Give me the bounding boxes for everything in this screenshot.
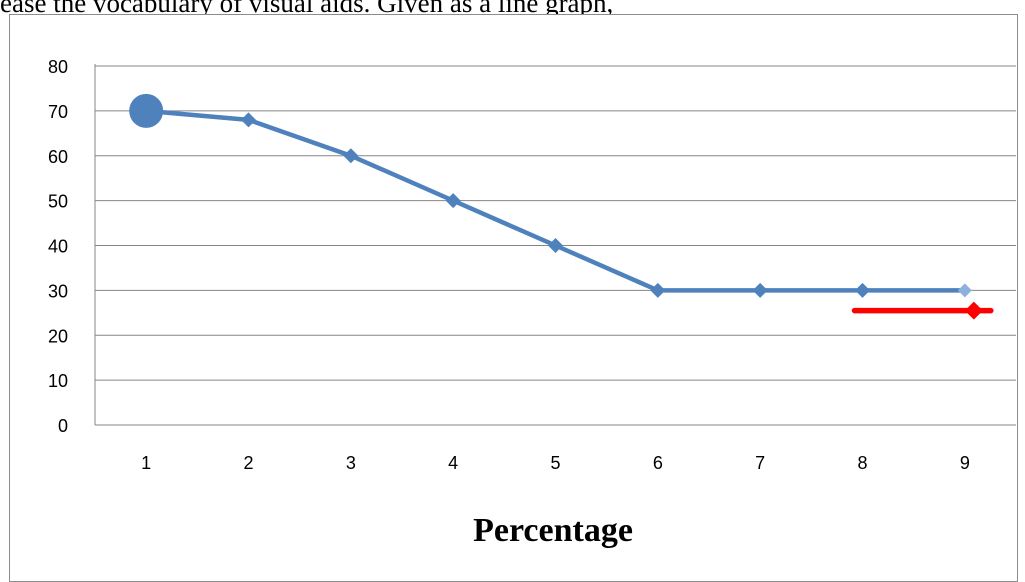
- y-tick-label: 60: [48, 147, 68, 167]
- x-tick-label: 1: [141, 453, 151, 473]
- data-point: [241, 112, 256, 128]
- y-tick-label: 70: [48, 102, 68, 122]
- y-tick-labels: 0 10 20 30 40 50 60 70 80: [48, 57, 68, 436]
- data-point: [650, 282, 666, 298]
- y-tick-label: 50: [48, 192, 68, 212]
- x-tick-label: 5: [550, 453, 560, 473]
- x-tick-label: 6: [653, 453, 663, 473]
- caption-text: ease the vocabulary of visual aids. Give…: [0, 0, 614, 18]
- x-tick-label: 3: [346, 453, 356, 473]
- y-tick-label: 20: [48, 326, 68, 346]
- data-point: [752, 282, 768, 298]
- data-point: [548, 238, 563, 253]
- data-point: [855, 282, 870, 298]
- x-tick-labels: 1 2 3 4 5 6 7 8 9: [141, 453, 970, 473]
- x-tick-label: 7: [755, 453, 765, 473]
- y-tick-label: 30: [48, 281, 68, 301]
- data-point: [445, 193, 461, 209]
- y-tick-label: 40: [48, 237, 68, 257]
- x-tick-label: 4: [448, 453, 458, 473]
- x-axis-title: Percentage: [473, 512, 633, 549]
- axes: [94, 64, 1016, 426]
- x-tick-label: 2: [243, 453, 253, 473]
- x-tick-label: 9: [960, 453, 970, 473]
- data-point: [964, 301, 983, 320]
- y-tick-label: 0: [58, 416, 68, 436]
- y-tick-label: 10: [48, 371, 68, 391]
- series-lines: [143, 108, 994, 314]
- data-point: [343, 148, 359, 164]
- data-point: [957, 283, 972, 298]
- chart-area: [9, 14, 1018, 582]
- x-tick-label: 8: [857, 453, 867, 473]
- data-point: [129, 93, 164, 128]
- y-tick-label: 80: [48, 57, 68, 77]
- gridlines: [95, 65, 1016, 381]
- series-markers: [129, 93, 983, 320]
